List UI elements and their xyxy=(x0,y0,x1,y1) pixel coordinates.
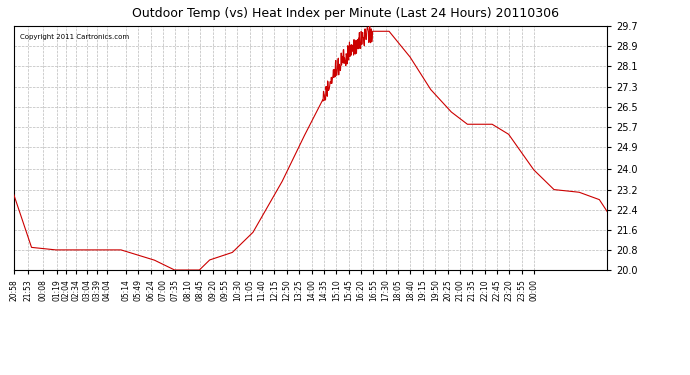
Text: Copyright 2011 Cartronics.com: Copyright 2011 Cartronics.com xyxy=(20,34,129,40)
Text: Outdoor Temp (vs) Heat Index per Minute (Last 24 Hours) 20110306: Outdoor Temp (vs) Heat Index per Minute … xyxy=(132,8,558,21)
